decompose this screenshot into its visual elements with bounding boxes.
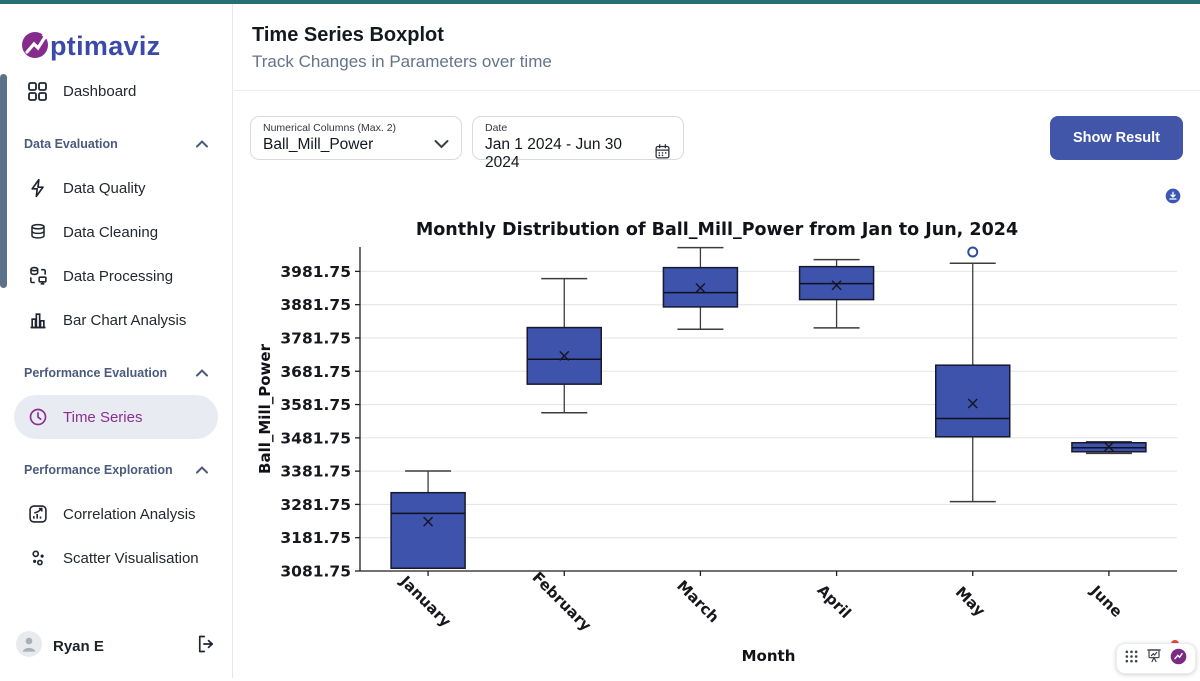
chevron-up-icon <box>196 463 208 477</box>
data-transfer-icon <box>27 266 48 286</box>
top-accent-bar <box>0 0 1200 4</box>
zap-icon <box>27 178 48 198</box>
svg-text:3481.75: 3481.75 <box>280 429 351 447</box>
section-label: Performance Evaluation <box>24 366 168 380</box>
date-value: Jan 1 2024 - Jun 30 2024 <box>485 136 623 171</box>
sidebar-item-dashboard[interactable]: Dashboard <box>14 69 218 113</box>
svg-text:June: June <box>1086 581 1126 621</box>
main-content: Time Series Boxplot Track Changes in Par… <box>234 4 1200 678</box>
user-row: Ryan E <box>16 631 216 662</box>
bar-chart-icon <box>27 310 48 330</box>
svg-text:3381.75: 3381.75 <box>280 463 351 481</box>
sidebar-item-bar-chart-analysis[interactable]: Bar Chart Analysis <box>14 298 218 342</box>
svg-text:February: February <box>529 568 596 635</box>
svg-text:3581.75: 3581.75 <box>280 396 351 414</box>
database-icon <box>27 222 48 242</box>
app-logo[interactable]: ptimaviz <box>0 4 232 69</box>
sidebar-item-scatter-visualisation[interactable]: Scatter Visualisation <box>14 536 218 580</box>
sidebar-item-data-quality[interactable]: Data Quality <box>14 166 218 210</box>
sidebar-item-label: Scatter Visualisation <box>63 549 199 567</box>
svg-text:3881.75: 3881.75 <box>280 296 351 314</box>
sidebar-nav: Dashboard Data Evaluation Data Quality D… <box>0 69 232 580</box>
sidebar: ptimaviz Dashboard Data Evaluation Data … <box>0 4 233 678</box>
date-label: Date <box>485 122 508 134</box>
numerical-columns-label: Numerical Columns (Max. 2) <box>263 122 397 134</box>
svg-text:May: May <box>952 583 989 620</box>
apps-grid-icon[interactable] <box>1125 650 1138 668</box>
sidebar-item-label: Bar Chart Analysis <box>63 311 187 329</box>
page-subtitle: Track Changes in Parameters over time <box>252 52 552 71</box>
svg-text:3081.75: 3081.75 <box>280 563 351 581</box>
sidebar-item-label: Time Series <box>63 408 143 426</box>
svg-text:3681.75: 3681.75 <box>280 363 351 381</box>
numerical-columns-value: Ball_Mill_Power <box>263 136 374 153</box>
optimaviz-logo-icon <box>16 24 56 69</box>
page-header: Time Series Boxplot Track Changes in Par… <box>234 4 1200 91</box>
sidebar-item-data-cleaning[interactable]: Data Cleaning <box>14 210 218 254</box>
svg-text:April: April <box>814 581 855 622</box>
boxplot-chart: 3081.75 3181.75 3281.75 3381.75 3481.75 3581.… <box>250 214 1195 676</box>
avatar <box>16 631 42 662</box>
logout-icon[interactable] <box>196 634 216 659</box>
numerical-columns-select[interactable]: Numerical Columns (Max. 2) Ball_Mill_Pow… <box>250 116 462 160</box>
page-title: Time Series Boxplot <box>252 24 444 46</box>
svg-text:Month: Month <box>742 647 796 665</box>
section-header-data-evaluation[interactable]: Data Evaluation <box>24 136 208 152</box>
sidebar-item-label: Data Processing <box>63 267 174 285</box>
app-logo-text: ptimaviz <box>50 31 161 61</box>
svg-text:Monthly Distribution of Ball_M: Monthly Distribution of Ball_Mill_Power … <box>416 220 1018 240</box>
svg-text:3281.75: 3281.75 <box>280 496 351 514</box>
floating-widget <box>1116 640 1196 674</box>
svg-text:3781.75: 3781.75 <box>280 329 351 347</box>
correlation-icon <box>27 504 48 524</box>
svg-text:March: March <box>673 577 723 627</box>
presentation-board-icon[interactable] <box>1146 648 1162 669</box>
calendar-icon <box>654 143 671 165</box>
show-result-button[interactable]: Show Result <box>1050 116 1183 160</box>
chevron-down-icon <box>434 136 449 154</box>
scatter-icon <box>27 548 48 568</box>
sidebar-item-correlation-analysis[interactable]: Correlation Analysis <box>14 492 218 536</box>
chevron-up-icon <box>196 366 208 380</box>
widget-pill <box>1116 643 1196 674</box>
chevron-up-icon <box>196 137 208 151</box>
sidebar-scrollbar[interactable] <box>0 74 7 288</box>
section-header-performance-exploration[interactable]: Performance Exploration <box>24 462 208 478</box>
dashboard-icon <box>27 81 48 101</box>
sidebar-item-data-processing[interactable]: Data Processing <box>14 254 218 298</box>
sidebar-item-label: Correlation Analysis <box>63 505 196 523</box>
section-label: Performance Exploration <box>24 463 173 477</box>
svg-text:Ball_Mill_Power: Ball_Mill_Power <box>256 343 274 474</box>
download-icon[interactable] <box>1165 188 1181 204</box>
sidebar-item-label: Data Quality <box>63 179 146 197</box>
boxplot-svg: 3081.75 3181.75 3281.75 3381.75 3481.75 3581.… <box>256 220 1177 665</box>
sidebar-item-time-series[interactable]: Time Series <box>14 395 218 439</box>
clock-icon <box>27 407 48 427</box>
optimaviz-chat-icon[interactable] <box>1170 648 1187 670</box>
section-header-performance-evaluation[interactable]: Performance Evaluation <box>24 365 208 381</box>
controls-row: Numerical Columns (Max. 2) Ball_Mill_Pow… <box>250 116 1183 171</box>
svg-text:3981.75: 3981.75 <box>280 263 351 281</box>
svg-text:January: January <box>396 572 455 631</box>
sidebar-item-label: Data Cleaning <box>63 223 159 241</box>
date-range-field[interactable]: Date Jan 1 2024 - Jun 30 2024 <box>472 116 684 171</box>
svg-text:3181.75: 3181.75 <box>280 529 351 547</box>
section-label: Data Evaluation <box>24 137 118 151</box>
sidebar-item-label: Dashboard <box>63 82 137 100</box>
user-name: Ryan E <box>53 638 104 655</box>
